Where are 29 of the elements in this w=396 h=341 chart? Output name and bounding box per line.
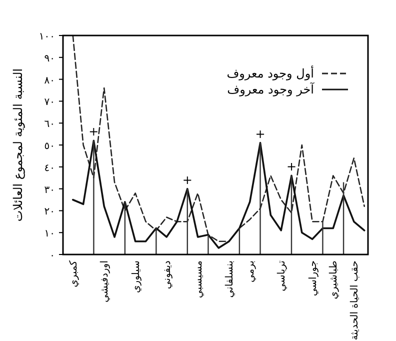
x-tick-label: جوراسي <box>308 260 319 296</box>
x-tick-label: بنسلفاني <box>224 260 236 298</box>
data-label: + <box>88 124 99 139</box>
y-tick-label: ٥٠ <box>44 141 55 152</box>
x-tick-label: مسيسبي <box>193 260 204 298</box>
y-tick-label: ١٠ <box>44 228 55 240</box>
data-label: + <box>286 160 297 174</box>
x-tick-label: ديفوني <box>162 260 174 290</box>
y-tick-label: ١٠٠ <box>38 32 55 42</box>
y-tick-label: ٩٠ <box>44 53 55 64</box>
y-tick-label: ٧٠ <box>44 97 55 108</box>
legend-label: آخر وجود معروف <box>227 82 315 96</box>
data-label: + <box>255 126 266 141</box>
data-label: + <box>182 172 192 187</box>
x-tick-label: حقب الحياة الحديثة <box>349 260 360 340</box>
x-tick-label: طباشيري <box>328 260 340 300</box>
x-tick-label: ترياسي <box>276 260 288 292</box>
y-tick-label: ٠ <box>50 250 55 262</box>
y-tick-label: ٦٠ <box>44 119 55 130</box>
x-tick-label: كمبري <box>68 260 80 288</box>
x-tick-label: اوردفيشي <box>100 260 111 302</box>
y-tick-label: ٣٠ <box>44 184 55 196</box>
x-tick-label: برمي <box>245 260 256 282</box>
y-tick-label: ٨٠ <box>44 75 55 86</box>
legend-label: أول وجود معروف <box>226 66 314 80</box>
y-tick-label: ٢٠ <box>44 206 55 218</box>
y-tick-label: ٤٠ <box>44 162 55 174</box>
x-tick-label: سيلوري <box>130 260 142 294</box>
y-axis-title: النسبة المئوية لمجموع العائلات <box>11 68 25 222</box>
